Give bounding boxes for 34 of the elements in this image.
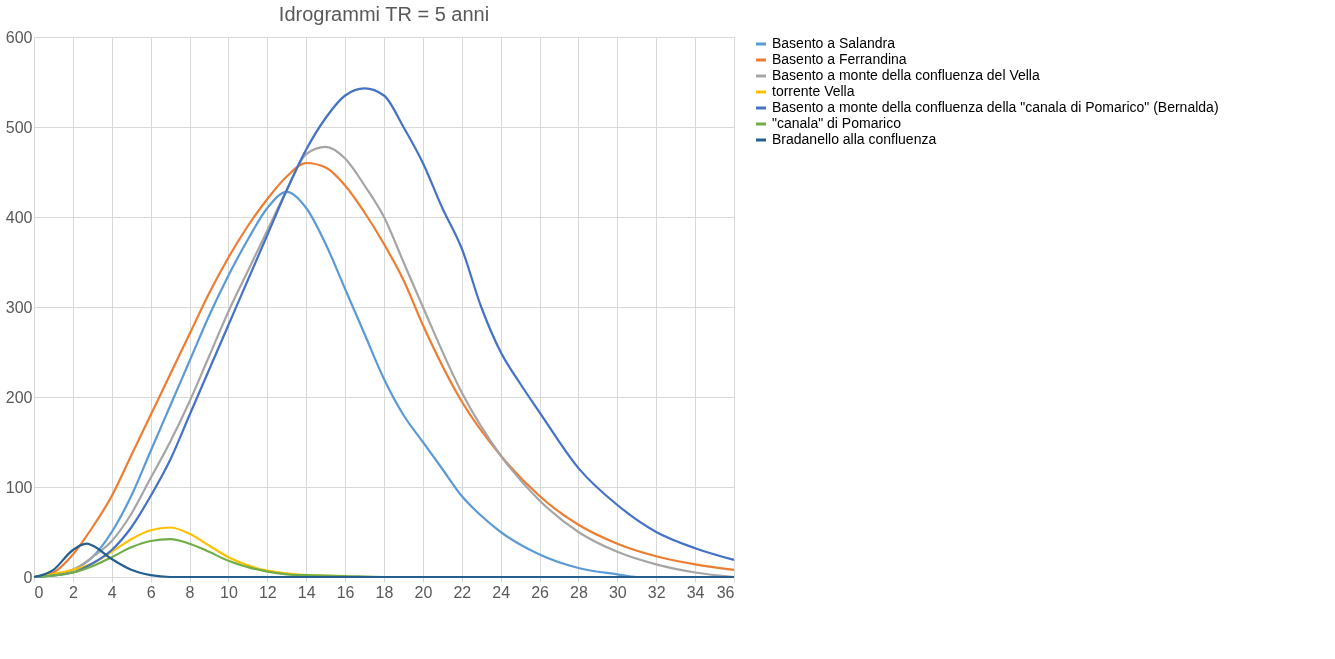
y-tick-label: 400 xyxy=(5,208,33,226)
y-tick-label: 500 xyxy=(5,118,33,136)
x-tick-label: 18 xyxy=(375,583,394,601)
x-tick-label: 22 xyxy=(453,583,472,601)
x-tick-label: 6 xyxy=(146,583,156,601)
x-tick-label: 30 xyxy=(608,583,627,601)
x-tick-label: 32 xyxy=(647,583,666,601)
x-tick-label: 34 xyxy=(686,583,705,601)
legend-label: "canala" di Pomarico xyxy=(772,115,902,131)
x-tick-label: 2 xyxy=(68,583,78,601)
chart-title: Idrogrammi TR = 5 anni xyxy=(278,3,490,25)
x-tick-label: 20 xyxy=(414,583,433,601)
legend-label: Basento a monte della confluenza del Vella xyxy=(772,67,1040,83)
y-tick-label: 100 xyxy=(5,478,33,496)
x-tick-label: 10 xyxy=(220,583,238,601)
y-tick-label: 600 xyxy=(5,28,33,46)
legend-label: Basento a Salandra xyxy=(772,35,896,51)
x-tick-label: 14 xyxy=(297,583,316,601)
legend-label: Basento a monte della confluenza della "canala di Pomarico" (Bernalda) xyxy=(772,99,1219,115)
x-tick-label: 0 xyxy=(34,583,44,601)
legend-label: Bradanello alla confluenza xyxy=(772,131,937,147)
x-tick-label: 4 xyxy=(107,583,117,601)
legend-label: torrente Vella xyxy=(772,83,855,99)
y-tick-label: 0 xyxy=(23,568,33,586)
y-tick-label: 300 xyxy=(5,298,33,316)
y-tick-label: 200 xyxy=(5,388,33,406)
x-tick-label: 16 xyxy=(336,583,355,601)
x-tick-label: 28 xyxy=(570,583,588,601)
legend-label: Basento a Ferrandina xyxy=(772,51,907,67)
x-tick-label: 36 xyxy=(716,583,735,601)
x-tick-label: 8 xyxy=(185,583,195,601)
x-tick-label: 24 xyxy=(492,583,511,601)
x-tick-label: 12 xyxy=(258,583,277,601)
x-tick-label: 26 xyxy=(531,583,550,601)
